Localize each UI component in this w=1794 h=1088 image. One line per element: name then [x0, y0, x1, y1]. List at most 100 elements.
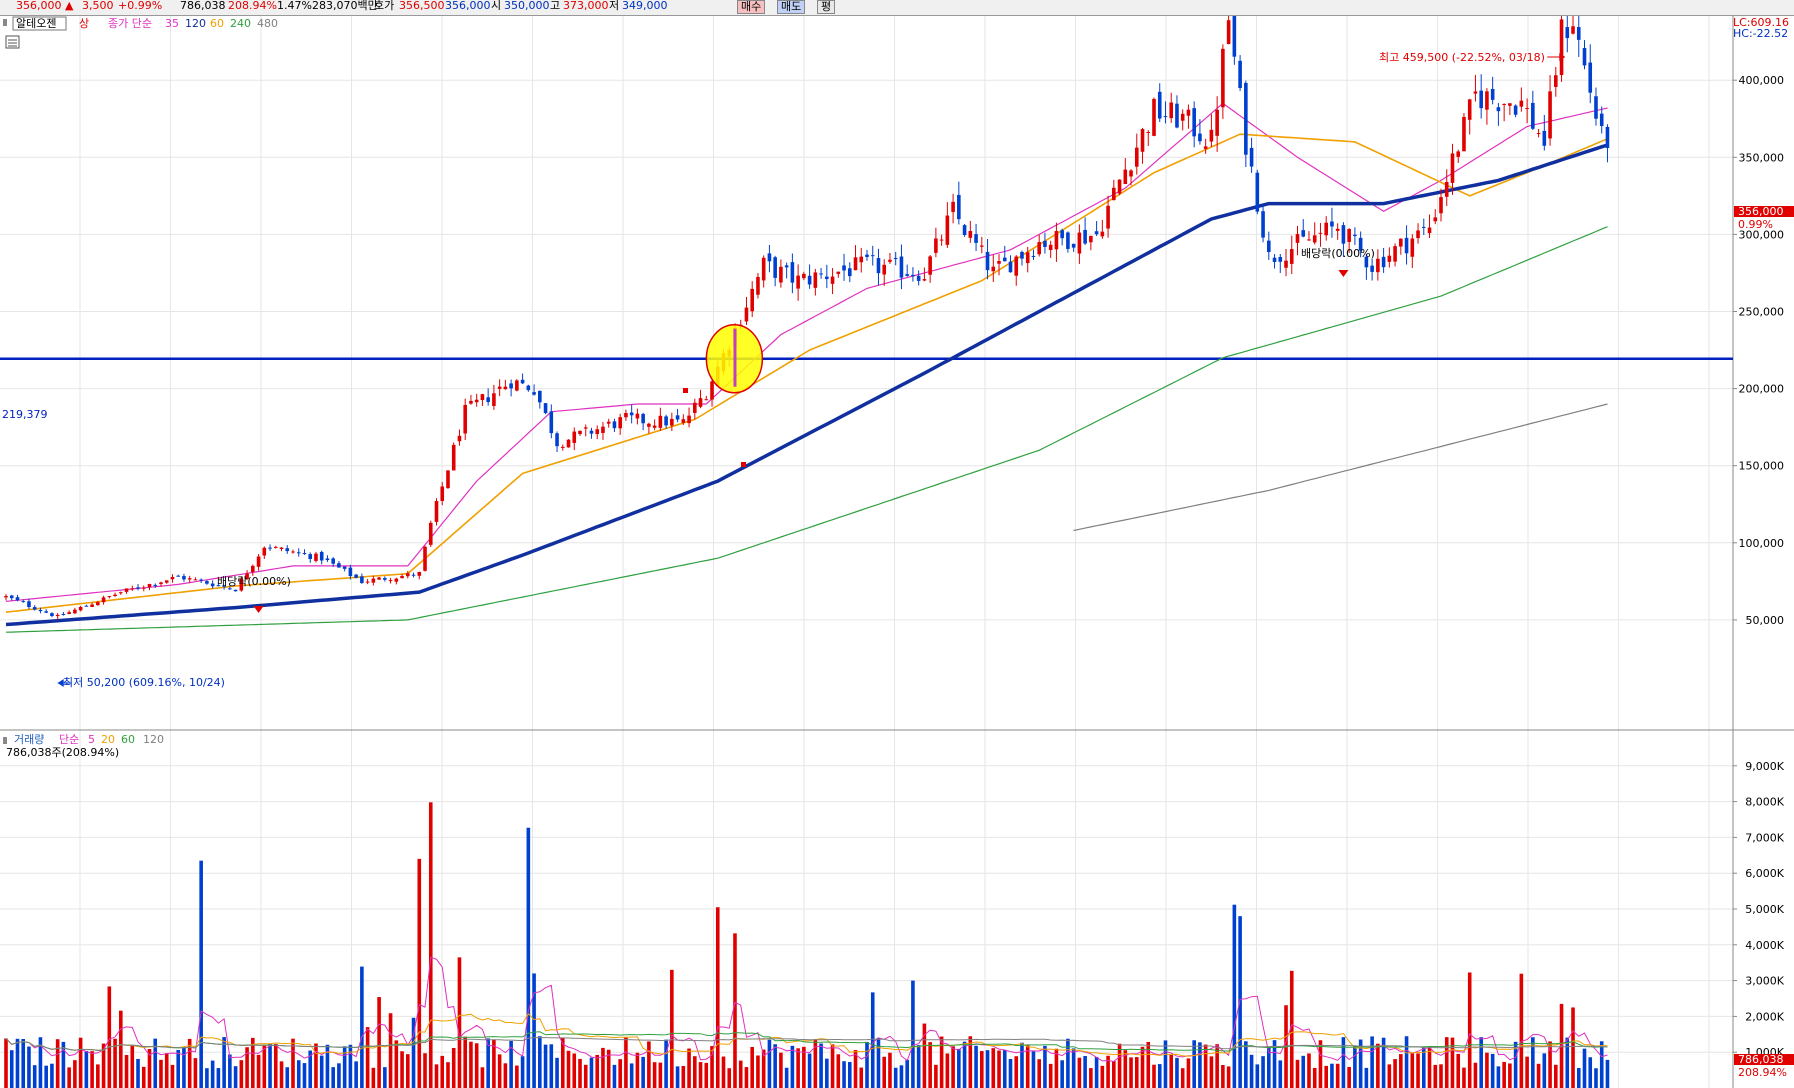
candle-body: [876, 258, 881, 274]
candle-body: [934, 238, 938, 253]
volume-bar: [641, 1056, 645, 1088]
volume-bar: [1433, 1064, 1438, 1088]
candle-body: [928, 256, 932, 275]
volume-bar: [497, 1054, 502, 1088]
candle-body: [50, 613, 54, 616]
candle-body: [509, 383, 513, 389]
settings-icon[interactable]: [5, 35, 20, 49]
volume-bar: [847, 1061, 852, 1088]
volume-bar: [612, 1064, 617, 1088]
volume-tick-label: 4,000K: [1745, 939, 1784, 952]
candle-body: [228, 588, 232, 590]
volume-bar: [606, 1049, 611, 1088]
volume-bar: [406, 1054, 410, 1088]
candle-body: [1014, 256, 1019, 276]
candle-body: [44, 611, 48, 613]
current-price-tag: 356,000 0.99%: [1734, 205, 1794, 231]
volume-bar: [1066, 1038, 1070, 1088]
volume-bar: [675, 1066, 680, 1088]
signal-marker: [683, 388, 688, 393]
ask-price: 356,500: [399, 0, 445, 12]
flat-button[interactable]: 평: [817, 0, 836, 14]
volume-bar: [934, 1064, 938, 1088]
volume-bar: [681, 1066, 686, 1088]
candle-body: [807, 275, 812, 285]
candle-body: [371, 578, 376, 583]
highlight-marker[interactable]: [705, 323, 764, 394]
candle-body: [555, 433, 559, 447]
volume-bar: [555, 1057, 559, 1088]
volume-bar: [1496, 1066, 1501, 1088]
volume-bar: [222, 1037, 226, 1088]
volume-bar: [647, 1041, 651, 1088]
sell-button[interactable]: 매도: [777, 0, 806, 14]
volume-value: 786,038: [180, 0, 226, 12]
candle-body: [1289, 249, 1294, 264]
candle-body: [61, 614, 66, 616]
candle-body: [859, 256, 864, 263]
price-tag-pct: 0.99%: [1738, 218, 1773, 231]
ma60-line: [5, 133, 1608, 613]
volume-bar: [285, 1067, 290, 1088]
ma120-line: [5, 143, 1609, 627]
buy-button[interactable]: 매수: [737, 0, 766, 14]
volume-bar: [210, 1060, 215, 1088]
candle-body: [532, 392, 536, 395]
stock-name[interactable]: 알테오젠: [16, 16, 56, 30]
candle-body: [819, 273, 823, 275]
candle-body: [1410, 238, 1415, 257]
low-price: 349,000: [622, 0, 668, 12]
volume-bar: [721, 1056, 726, 1088]
candle-body: [124, 588, 129, 592]
candle-body: [601, 426, 605, 433]
candle-body: [302, 553, 307, 555]
candle-body: [1536, 132, 1541, 134]
volume-bar: [1404, 1036, 1409, 1088]
open-price: 350,000: [504, 0, 550, 12]
volume-bar: [1312, 1067, 1317, 1088]
candle-body: [773, 257, 777, 278]
candle-body: [681, 419, 686, 423]
volume-bar: [90, 1051, 94, 1088]
candle-body: [1060, 230, 1064, 239]
volume-bar: [159, 1059, 163, 1088]
volume-bar: [9, 1050, 14, 1088]
moving-averages: [5, 102, 1609, 633]
candle-body: [394, 578, 399, 582]
volume-bar: [1594, 1068, 1598, 1088]
volume-bar: [1416, 1053, 1420, 1088]
candle-body: [1571, 26, 1575, 34]
candle-body: [1519, 100, 1524, 107]
candle-body: [1134, 147, 1139, 167]
candle-body: [1089, 235, 1093, 243]
volume-bar: [738, 1060, 743, 1088]
volume-bar: [1008, 1059, 1013, 1088]
candle-body: [239, 578, 244, 591]
volume-bar: [526, 827, 531, 1088]
candle-body: [503, 386, 508, 390]
volume-bar: [308, 1050, 313, 1088]
volume-bar: [1370, 1036, 1374, 1088]
candle-body: [256, 556, 261, 567]
volume-bar: [451, 1047, 456, 1088]
volume-bar: [1175, 1057, 1179, 1088]
candle-body: [1312, 235, 1317, 243]
trade-amount: 283,070백만: [312, 0, 378, 12]
volume-bar: [1083, 1056, 1087, 1088]
price-legend: 알테오젠 상 종가 단순 35 120 60 240 480: [3, 16, 278, 49]
volume-bar: [101, 1043, 106, 1088]
volume-bar: [1565, 1037, 1570, 1088]
volume-bar: [1094, 1056, 1099, 1088]
volume-bar: [727, 1068, 732, 1088]
candle-body: [1146, 132, 1151, 134]
volume-tick-label: 9,000K: [1745, 760, 1784, 773]
volume-bar: [262, 1045, 267, 1088]
candle-body: [451, 444, 456, 471]
volume-bar: [1163, 1040, 1168, 1088]
candle-body: [233, 589, 238, 592]
ma35-legend: 35: [165, 17, 179, 30]
candle-body: [176, 575, 180, 577]
candle-body: [796, 275, 800, 289]
volume-bar: [1169, 1053, 1174, 1088]
volume-bar: [383, 1067, 387, 1088]
